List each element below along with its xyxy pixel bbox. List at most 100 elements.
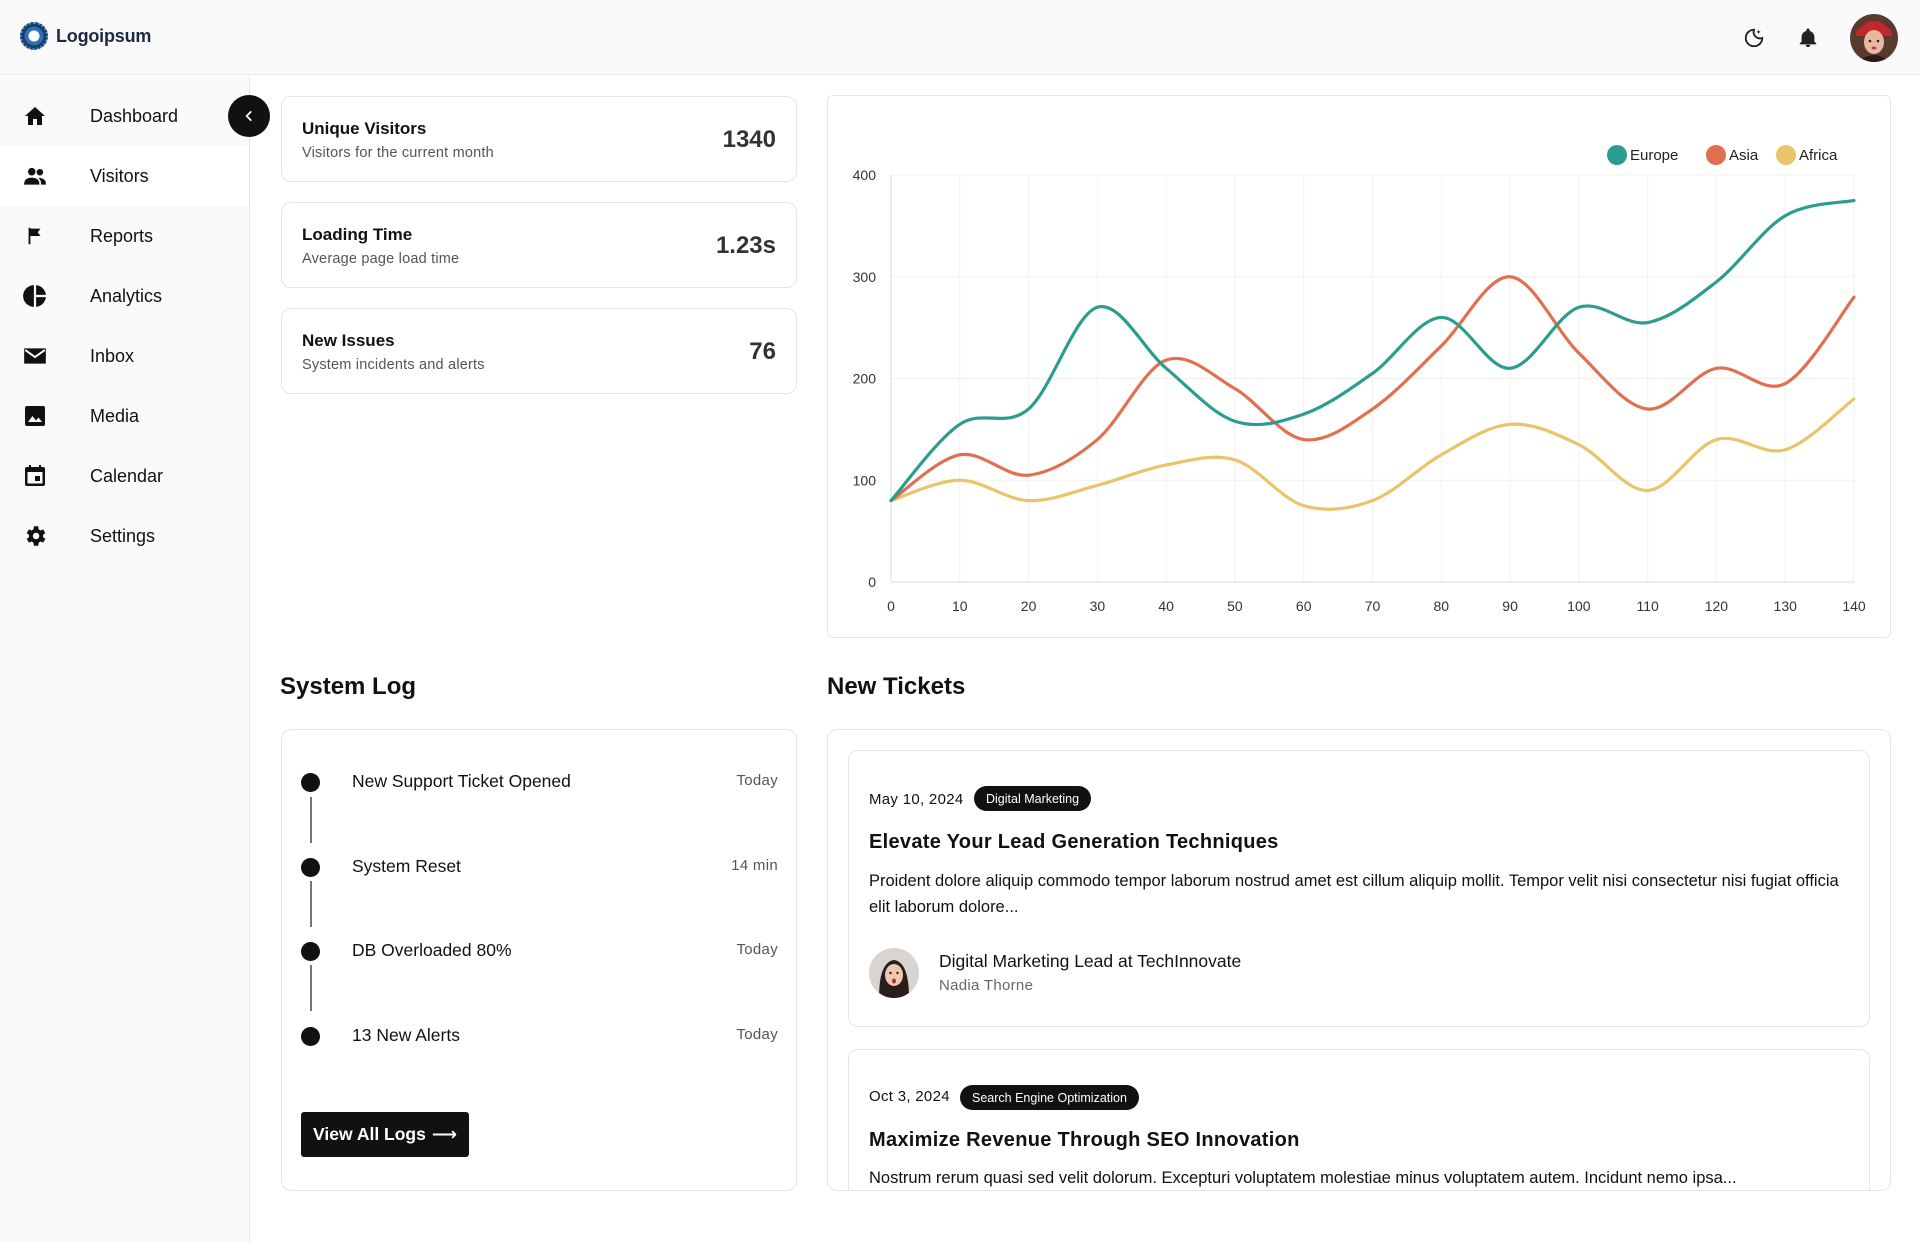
ticket-tag[interactable]: Digital Marketing [974,786,1092,811]
sidebar-item-analytics[interactable]: Analytics [0,266,249,326]
y-tick-label: 200 [853,371,877,387]
log-title: System Reset [352,856,461,876]
x-tick-label: 20 [1021,598,1037,614]
series-line-africa [889,397,1856,511]
author-role: Digital Marketing Lead at TechInnovate [939,951,1242,971]
timeline-connector [310,965,312,1011]
author-name: Nadia Thorne [939,977,1034,994]
traffic-line-chart: 0 10 20 30 40 50 60 70 80 90 100 110 120 130 140 0 100 20… [853,145,1866,614]
log-item[interactable]: DB Overloaded 80% Today [282,931,798,971]
log-time: Today [736,1026,778,1043]
timeline-connector [310,881,312,927]
sidebar-item-label: Reports [90,225,154,246]
sidebar-item-media[interactable]: Media [0,386,249,446]
y-tick-label: 0 [868,574,876,590]
sidebar-item-dashboard[interactable]: Dashboard [0,86,249,146]
ticket-body: Proident dolore aliquip commodo tempor l… [869,872,1839,916]
new-tickets-title: New Tickets [827,673,966,700]
x-tick-label: 0 [887,598,895,614]
stat-value: 1340 [722,126,776,153]
stat-card-new-issues: New Issues System incidents and alerts 7… [281,308,797,394]
log-time: 14 min [731,857,778,874]
ticket-tag[interactable]: Search Engine Optimization [960,1085,1139,1110]
arrow-right-icon: ⟶ [431,1124,457,1144]
legend-label-asia: Asia [1729,147,1759,164]
chevron-left-icon [245,111,252,121]
sidebar-item-reports[interactable]: Reports [0,206,249,266]
x-tick-label: 40 [1158,598,1174,614]
user-avatar[interactable] [1850,14,1898,62]
top-header: Logoipsum [0,0,1920,75]
system-log-card: New Support Ticket Opened Today System R… [281,729,797,1191]
sidebar-item-label: Dashboard [90,105,179,126]
log-item[interactable]: New Support Ticket Opened Today [282,762,798,802]
new-tickets-card: May 10, 2024 Digital Marketing Elevate Y… [827,729,1891,1191]
x-tick-label: 70 [1365,598,1381,614]
stat-subtitle: Visitors for the current month [302,145,494,161]
theme-toggle-icon[interactable] [1742,26,1766,50]
x-tick-label: 110 [1636,598,1659,614]
log-time: Today [736,941,778,958]
sidebar-item-label: Analytics [90,285,163,306]
stat-title: Unique Visitors [302,119,427,138]
x-tick-label: 120 [1705,598,1729,614]
home-icon [22,103,48,129]
stat-card-unique-visitors: Unique Visitors Visitors for the current… [281,96,797,182]
sidebar-item-inbox[interactable]: Inbox [0,326,249,386]
sidebar-item-label: Calendar [90,465,164,486]
log-item[interactable]: 13 New Alerts Today [282,1016,798,1056]
bell-icon[interactable] [1796,26,1820,50]
x-tick-label: 80 [1433,598,1449,614]
stat-value: 76 [749,338,776,365]
ticket-card[interactable]: Oct 3, 2024 Search Engine Optimization M… [848,1049,1870,1190]
system-log-title: System Log [280,673,417,700]
x-tick-label: 140 [1842,598,1866,614]
ticket-title[interactable]: Elevate Your Lead Generation Techniques [869,831,1279,853]
mail-icon [22,343,48,369]
x-tick-label: 130 [1774,598,1798,614]
x-tick-label: 60 [1296,598,1312,614]
logo[interactable]: Logoipsum [20,22,151,50]
calendar-icon [22,463,48,489]
ticket-card[interactable]: May 10, 2024 Digital Marketing Elevate Y… [848,750,1870,1027]
y-tick-label: 300 [853,269,877,285]
timeline-connector [310,797,312,843]
series-line-europe [889,198,1856,503]
ticket-title[interactable]: Maximize Revenue Through SEO Innovation [869,1129,1300,1151]
sidebar-item-label: Media [90,405,140,426]
sidebar-item-calendar[interactable]: Calendar [0,446,249,506]
collapse-sidebar-button[interactable] [228,95,270,137]
log-title: New Support Ticket Opened [352,771,571,791]
sidebar-item-visitors[interactable]: Visitors [0,146,249,206]
sidebar-item-label: Visitors [90,165,149,186]
logo-mark-icon [20,22,48,50]
log-title: 13 New Alerts [352,1025,460,1045]
x-tick-label: 90 [1502,598,1518,614]
view-all-logs-label: View All Logs [313,1124,426,1144]
timeline-dot [301,1027,320,1046]
x-tick-label: 50 [1227,598,1243,614]
sidebar-item-settings[interactable]: Settings [0,506,249,566]
stat-card-loading-time: Loading Time Average page load time 1.23… [281,202,797,288]
legend-label-europe: Europe [1630,147,1678,164]
author-avatar [869,948,919,998]
traffic-chart-card: 0 10 20 30 40 50 60 70 80 90 100 110 120 130 140 0 100 20… [827,95,1891,638]
stat-subtitle: System incidents and alerts [302,357,485,373]
log-title: DB Overloaded 80% [352,940,512,960]
users-icon [22,163,48,189]
sidebar-item-label: Settings [90,525,156,546]
legend-swatch-asia [1706,145,1726,165]
y-tick-label: 400 [853,167,877,183]
view-all-logs-button[interactable]: View All Logs ⟶ [301,1112,469,1157]
stat-subtitle: Average page load time [302,251,460,267]
pie-chart-icon [22,283,48,309]
sidebar-item-label: Inbox [90,345,135,366]
header-actions [1742,14,1898,62]
log-item[interactable]: System Reset 14 min [282,847,798,887]
stat-title: Loading Time [302,225,413,244]
logo-text: Logoipsum [56,25,152,46]
x-tick-label: 30 [1090,598,1106,614]
stat-title: New Issues [302,331,395,350]
x-tick-label: 100 [1567,598,1591,614]
log-time: Today [736,772,778,789]
